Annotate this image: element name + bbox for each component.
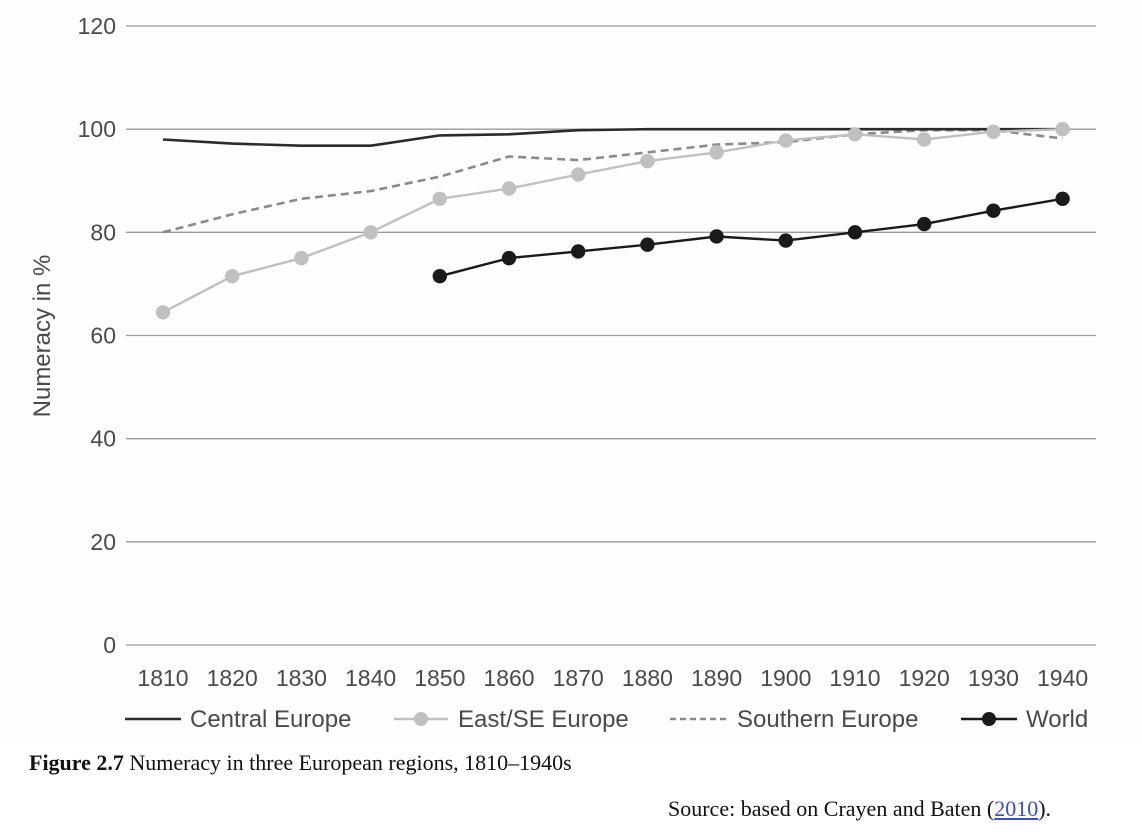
data-point — [155, 305, 171, 320]
data-point — [501, 181, 517, 196]
source-prefix: Source: based on Crayen and Baten ( — [668, 796, 995, 821]
legend-label: Central Europe — [190, 706, 351, 733]
source-note: Source: based on Crayen and Baten (2010)… — [668, 796, 1051, 822]
series-central-europe — [162, 127, 1063, 147]
x-tick-label: 1840 — [345, 665, 396, 691]
data-point — [778, 133, 793, 148]
legend-item: Southern Europe — [670, 706, 918, 733]
series-line — [162, 127, 1063, 147]
y-axis-title: Numeracy in % — [29, 255, 56, 418]
x-tick-label: 1880 — [622, 665, 673, 691]
data-point — [917, 216, 932, 232]
y-tick-label: 100 — [78, 116, 116, 142]
data-point — [847, 225, 863, 240]
data-point — [778, 233, 793, 248]
data-point — [432, 191, 447, 207]
y-tick-label: 80 — [90, 219, 116, 245]
data-point — [847, 127, 863, 142]
x-tick-label: 1930 — [968, 665, 1019, 691]
data-point — [709, 229, 724, 244]
x-tick-label: 1920 — [899, 665, 950, 691]
series-southern-europe — [162, 128, 1063, 234]
legend: Central Europe East/SE Europe Southern Eur… — [125, 706, 1088, 733]
gridlines — [126, 25, 1096, 646]
legend-label: Southern Europe — [737, 706, 918, 733]
x-tick-label: 1900 — [760, 665, 811, 691]
legend-marker — [414, 712, 428, 726]
data-point — [640, 237, 655, 252]
y-tick-label: 0 — [103, 632, 116, 658]
caption-text: Numeracy in three European regions, 1810… — [123, 750, 572, 775]
y-tick-label: 60 — [90, 323, 116, 349]
y-tick-label: 120 — [78, 13, 116, 39]
data-point — [640, 153, 655, 169]
data-point — [571, 244, 586, 259]
data-point — [1055, 121, 1070, 137]
series-line — [162, 128, 1063, 234]
legend-item: World — [961, 706, 1088, 733]
data-point — [571, 167, 586, 182]
x-tick-label: 1830 — [276, 665, 327, 691]
series-line — [162, 128, 1063, 314]
data-point — [501, 250, 517, 266]
numeracy-line-chart: 0 20 40 60 80 100 120 1810 1820 1830 1840 1850 1860… — [29, 13, 1096, 733]
caption-label: Figure 2.7 — [29, 750, 124, 775]
x-tick-label: 1940 — [1037, 665, 1088, 691]
data-point — [986, 124, 1001, 139]
x-tick-label: 1910 — [829, 665, 880, 691]
x-tick-label: 1890 — [691, 665, 742, 691]
data-point — [986, 203, 1001, 218]
data-point — [363, 225, 378, 240]
x-tick-label: 1870 — [553, 665, 604, 691]
data-point — [225, 268, 240, 284]
data-point — [294, 250, 309, 266]
figure-caption: Figure 2.7 Numeracy in three European re… — [29, 750, 572, 776]
source-year-link[interactable]: 2010 — [994, 796, 1039, 821]
series-line — [439, 197, 1063, 278]
legend-marker — [982, 712, 996, 726]
series-lines — [155, 121, 1070, 320]
y-axis-ticks: 0 20 40 60 80 100 120 — [78, 13, 116, 658]
legend-item: East/SE Europe — [394, 706, 629, 733]
data-point — [432, 268, 447, 284]
data-point — [709, 145, 724, 160]
y-tick-label: 20 — [90, 529, 116, 555]
series-east-se-europe — [155, 121, 1070, 320]
legend-label: World — [1026, 706, 1088, 733]
x-tick-label: 1850 — [414, 665, 465, 691]
legend-label: East/SE Europe — [458, 706, 629, 733]
x-axis-ticks: 1810 1820 1830 1840 1850 1860 1870 1880 1890 1900… — [137, 665, 1088, 691]
x-tick-label: 1820 — [207, 665, 258, 691]
figure-panel: 0 20 40 60 80 100 120 1810 1820 1830 1840 1850 1860… — [29, 13, 1096, 733]
y-tick-label: 40 — [90, 426, 116, 452]
legend-item: Central Europe — [125, 706, 351, 733]
data-point — [917, 132, 932, 147]
series-world — [432, 191, 1070, 284]
x-tick-label: 1810 — [137, 665, 188, 691]
data-point — [1055, 191, 1070, 207]
x-tick-label: 1860 — [483, 665, 534, 691]
source-suffix: ). — [1038, 796, 1052, 821]
